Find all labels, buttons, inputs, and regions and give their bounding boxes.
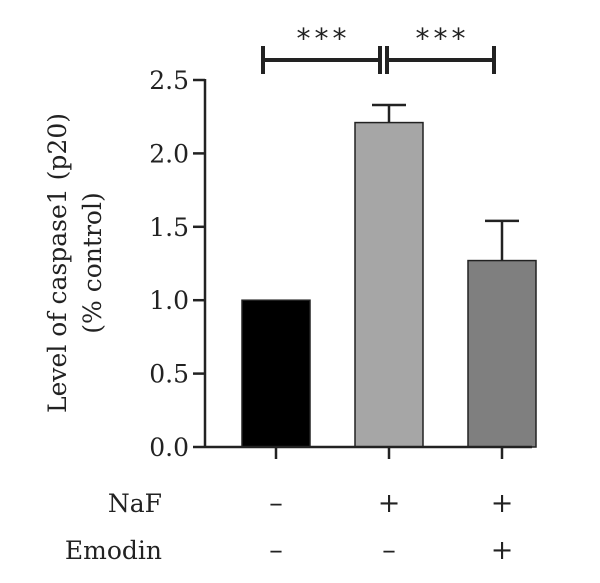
significance-markers: *** *** [261, 22, 496, 74]
y-tick-label: 1.0 [149, 286, 189, 315]
condition-sign: – [382, 535, 396, 566]
bar [241, 299, 311, 448]
bar [467, 259, 537, 448]
y-tick-label: 2.0 [149, 139, 189, 168]
significance-label: *** [416, 22, 470, 55]
condition-sign: – [269, 535, 283, 566]
y-tick-label: 0.0 [149, 433, 189, 462]
condition-sign: + [491, 488, 514, 519]
y-tick-label: 2.5 [149, 66, 189, 95]
bars [241, 103, 537, 448]
bar [354, 121, 424, 448]
y-tick-label: 0.5 [149, 360, 189, 389]
condition-label: Emodin [65, 536, 162, 565]
significance-label: *** [297, 22, 351, 55]
condition-table: NaF – + + Emodin – – + [65, 488, 513, 566]
y-axis-label-line1: Level of caspase1 (p20) [43, 113, 72, 413]
condition-sign: + [378, 488, 401, 519]
condition-sign: + [491, 535, 514, 566]
condition-label: NaF [108, 489, 162, 518]
y-axis-label-line2: (% control) [78, 192, 107, 333]
axes [203, 79, 532, 449]
y-axis-label: Level of caspase1 (p20) (% control) [43, 113, 107, 413]
x-axis-ticks [274, 447, 504, 459]
y-tick-label: 1.5 [149, 213, 189, 242]
y-axis-ticks: 0.0 0.5 1.0 1.5 2.0 2.5 [149, 66, 205, 462]
condition-sign: – [269, 488, 283, 519]
